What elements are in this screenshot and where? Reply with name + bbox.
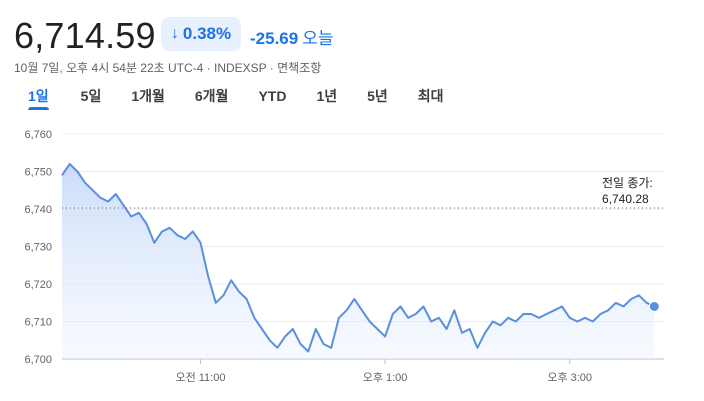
change-absolute: -25.69 오늘 bbox=[250, 24, 333, 49]
tab-5y[interactable]: 5년 bbox=[367, 88, 388, 104]
tab-max[interactable]: 최대 bbox=[417, 88, 444, 104]
y-tick-label: 6,750 bbox=[24, 167, 52, 179]
price-area bbox=[62, 164, 655, 359]
change-percent: 0.38% bbox=[182, 24, 232, 43]
y-tick-label: 6,730 bbox=[24, 242, 52, 254]
previous-close-annotation: 전일 종가: 6,740.28 bbox=[602, 175, 653, 207]
x-tick-label: 오전 11:00 bbox=[175, 371, 225, 384]
y-tick-label: 6,710 bbox=[24, 317, 52, 329]
x-tick-label: 오후 1:00 bbox=[363, 371, 408, 384]
y-tick-label: 6,760 bbox=[24, 129, 52, 141]
change-percent-badge: ↓ 0.38% bbox=[161, 17, 241, 51]
range-tabs: 1일 5일 1개월 6개월 YTD 1년 5년 최대 bbox=[14, 86, 444, 114]
tab-1m[interactable]: 1개월 bbox=[131, 88, 165, 104]
previous-close-label: 전일 종가: bbox=[602, 176, 653, 190]
last-price-marker bbox=[648, 301, 660, 312]
arrow-down-icon: ↓ bbox=[170, 25, 179, 42]
change-absolute-value: -25.69 bbox=[250, 29, 299, 48]
x-tick-label: 오후 3:00 bbox=[547, 371, 592, 384]
tab-ytd[interactable]: YTD bbox=[258, 88, 287, 104]
tab-6m[interactable]: 6개월 bbox=[194, 88, 229, 104]
tab-5d[interactable]: 5일 bbox=[80, 88, 102, 104]
y-tick-label: 6,720 bbox=[24, 279, 52, 291]
current-price: 6,714.59 bbox=[14, 15, 156, 56]
y-tick-label: 6,700 bbox=[24, 354, 52, 366]
tab-1y[interactable]: 1년 bbox=[316, 88, 338, 104]
tab-1d[interactable]: 1일 bbox=[28, 86, 49, 110]
quote-meta: 10월 7일, 오후 4시 54분 22초 UTC-4 · INDEXSP · … bbox=[14, 61, 322, 75]
price-chart[interactable]: 6,760 6,750 6,740 6,730 6,720 6,710 6,700 오전 1… bbox=[0, 120, 704, 401]
change-period: 오늘 bbox=[302, 29, 334, 48]
price-line bbox=[61, 163, 655, 353]
previous-close-value: 6,740.28 bbox=[602, 192, 649, 206]
y-tick-label: 6,740 bbox=[24, 204, 52, 216]
